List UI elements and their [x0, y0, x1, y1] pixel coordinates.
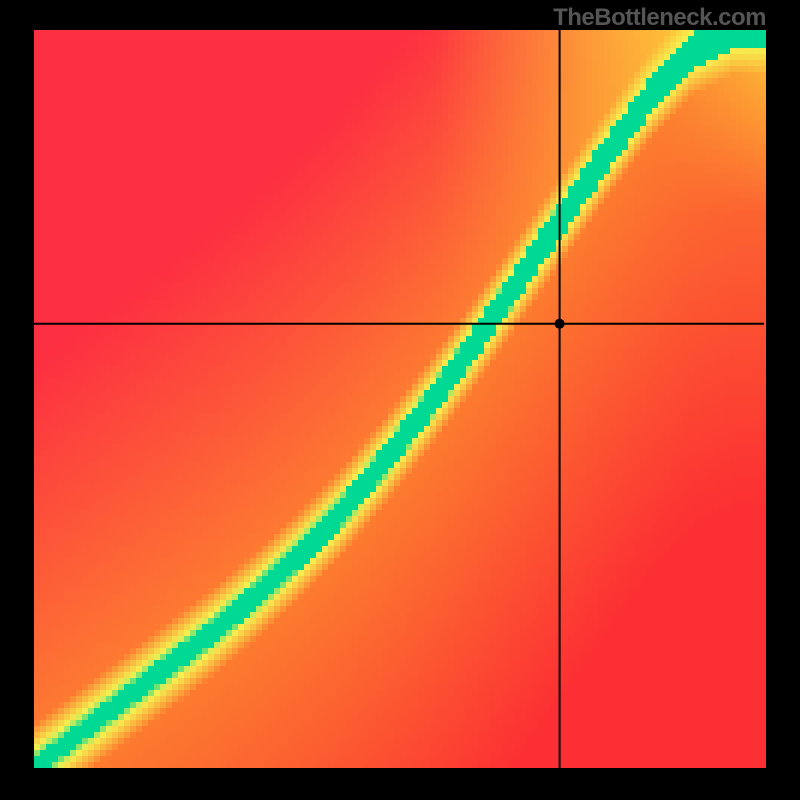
- chart-frame: TheBottleneck.com: [0, 0, 800, 800]
- bottleneck-heatmap: [0, 0, 800, 800]
- watermark-text: TheBottleneck.com: [553, 4, 766, 32]
